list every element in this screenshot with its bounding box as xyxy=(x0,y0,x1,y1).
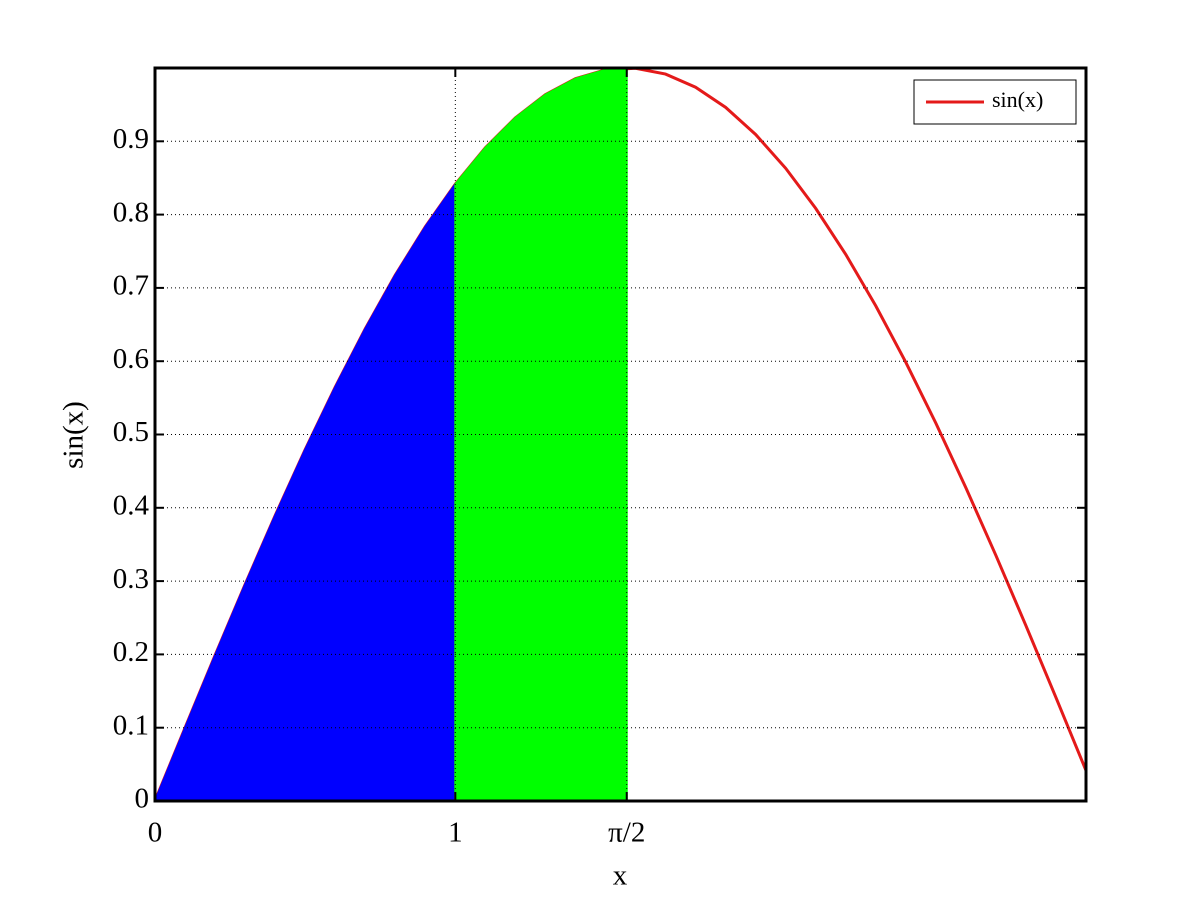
x-axis-label: x xyxy=(613,860,628,892)
x-tick-label: 0 xyxy=(148,817,163,849)
y-tick-label: 0.3 xyxy=(113,563,149,595)
y-tick-label: 0.8 xyxy=(113,196,149,228)
legend-label: sin(x) xyxy=(992,87,1043,112)
plot-frame xyxy=(153,66,1088,803)
area xyxy=(454,67,628,802)
y-tick-label: 0.5 xyxy=(113,416,149,448)
x-tick-label: 1 xyxy=(448,817,463,849)
y-tick-label: 0.7 xyxy=(113,270,149,302)
y-tick-label: 0.2 xyxy=(113,636,149,668)
y-axis-label: sin(x) xyxy=(58,401,90,469)
y-tick-label: 0.1 xyxy=(113,709,149,741)
legend-box xyxy=(913,79,1077,125)
y-tick-label: 0.4 xyxy=(113,489,150,521)
x-tick-label: π/2 xyxy=(608,817,645,849)
y-tick-label: 0 xyxy=(135,783,150,815)
y-tick-label: 0.9 xyxy=(113,123,149,155)
y-tick-label: 0.6 xyxy=(113,343,149,375)
